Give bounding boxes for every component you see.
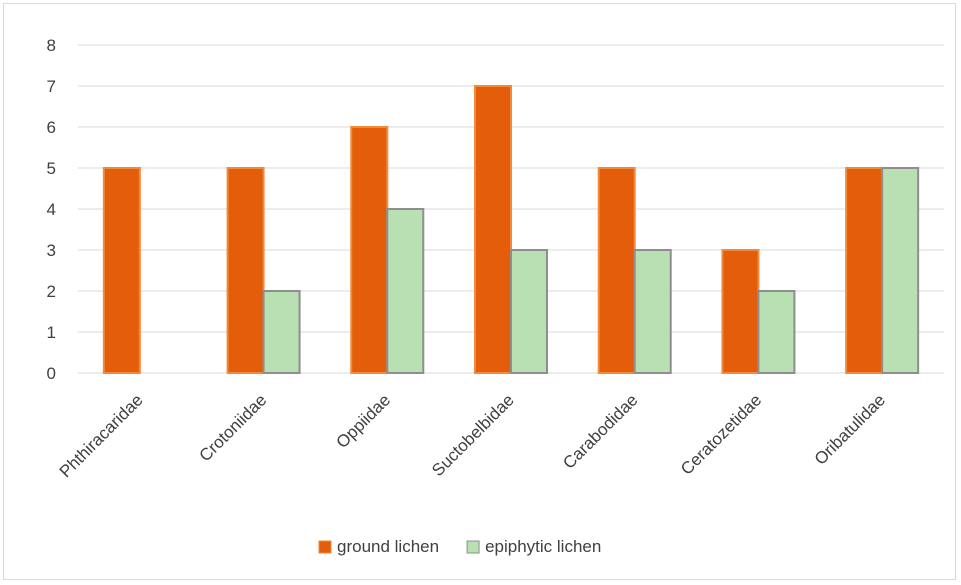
y-tick-label: 6 bbox=[47, 118, 56, 137]
y-tick-label: 2 bbox=[47, 282, 56, 301]
bar-ground-lichen-oppiidae bbox=[350, 126, 389, 374]
y-axis-ticks: 0 1 2 3 4 5 6 7 8 bbox=[47, 36, 56, 383]
bar-chart: 0 1 2 3 4 5 6 7 8 Phthiracaridae Crotoniidae Oppii… bbox=[47, 36, 944, 556]
legend-swatch bbox=[466, 540, 480, 554]
bar-epiphytic-lichen-oribatulidae bbox=[881, 167, 920, 374]
bar-ground-lichen-crotoniidae bbox=[226, 167, 265, 374]
x-category-label: Crotoniidae bbox=[195, 390, 270, 465]
y-tick-label: 7 bbox=[47, 77, 56, 96]
bar-ground-lichen-suctobelbidae bbox=[474, 85, 512, 374]
x-category-label: Ceratozetidae bbox=[677, 390, 765, 478]
x-category-label: Carabodidae bbox=[559, 390, 641, 472]
bar-ground-lichen-oribatulidae bbox=[845, 167, 884, 374]
y-tick-label: 8 bbox=[47, 36, 56, 55]
x-category-label: Oribatulidae bbox=[811, 390, 889, 468]
bar-epiphytic-lichen-carabodidae bbox=[633, 249, 672, 374]
bar-epiphytic-lichen-suctobelbidae bbox=[510, 249, 548, 374]
y-tick-label: 5 bbox=[47, 159, 56, 178]
bars bbox=[102, 85, 920, 374]
y-tick-label: 3 bbox=[47, 241, 56, 260]
legend-label: epiphytic lichen bbox=[485, 537, 601, 556]
legend-swatch bbox=[318, 540, 332, 554]
bar-epiphytic-lichen-ceratozetidae bbox=[757, 290, 796, 374]
x-category-label: Oppiidae bbox=[333, 390, 395, 452]
x-category-label: Suctobelbidae bbox=[428, 390, 518, 480]
x-axis-labels: Phthiracaridae Crotoniidae Oppiidae Suctobe… bbox=[56, 390, 889, 481]
y-tick-label: 0 bbox=[47, 364, 56, 383]
bar-epiphytic-lichen-crotoniidae bbox=[262, 290, 301, 374]
y-tick-label: 4 bbox=[47, 200, 56, 219]
legend: ground lichen epiphytic lichen bbox=[318, 537, 601, 556]
y-tick-label: 1 bbox=[47, 323, 56, 342]
legend-label: ground lichen bbox=[337, 537, 439, 556]
bar-ground-lichen-ceratozetidae bbox=[721, 249, 760, 374]
bar-ground-lichen-phthiracaridae bbox=[102, 167, 141, 374]
bar-epiphytic-lichen-oppiidae bbox=[386, 208, 425, 374]
x-category-label: Phthiracaridae bbox=[56, 390, 147, 481]
bar-ground-lichen-carabodidae bbox=[597, 167, 636, 374]
chart-frame: 0 1 2 3 4 5 6 7 8 Phthiracaridae Crotoniidae Oppii… bbox=[3, 3, 956, 580]
